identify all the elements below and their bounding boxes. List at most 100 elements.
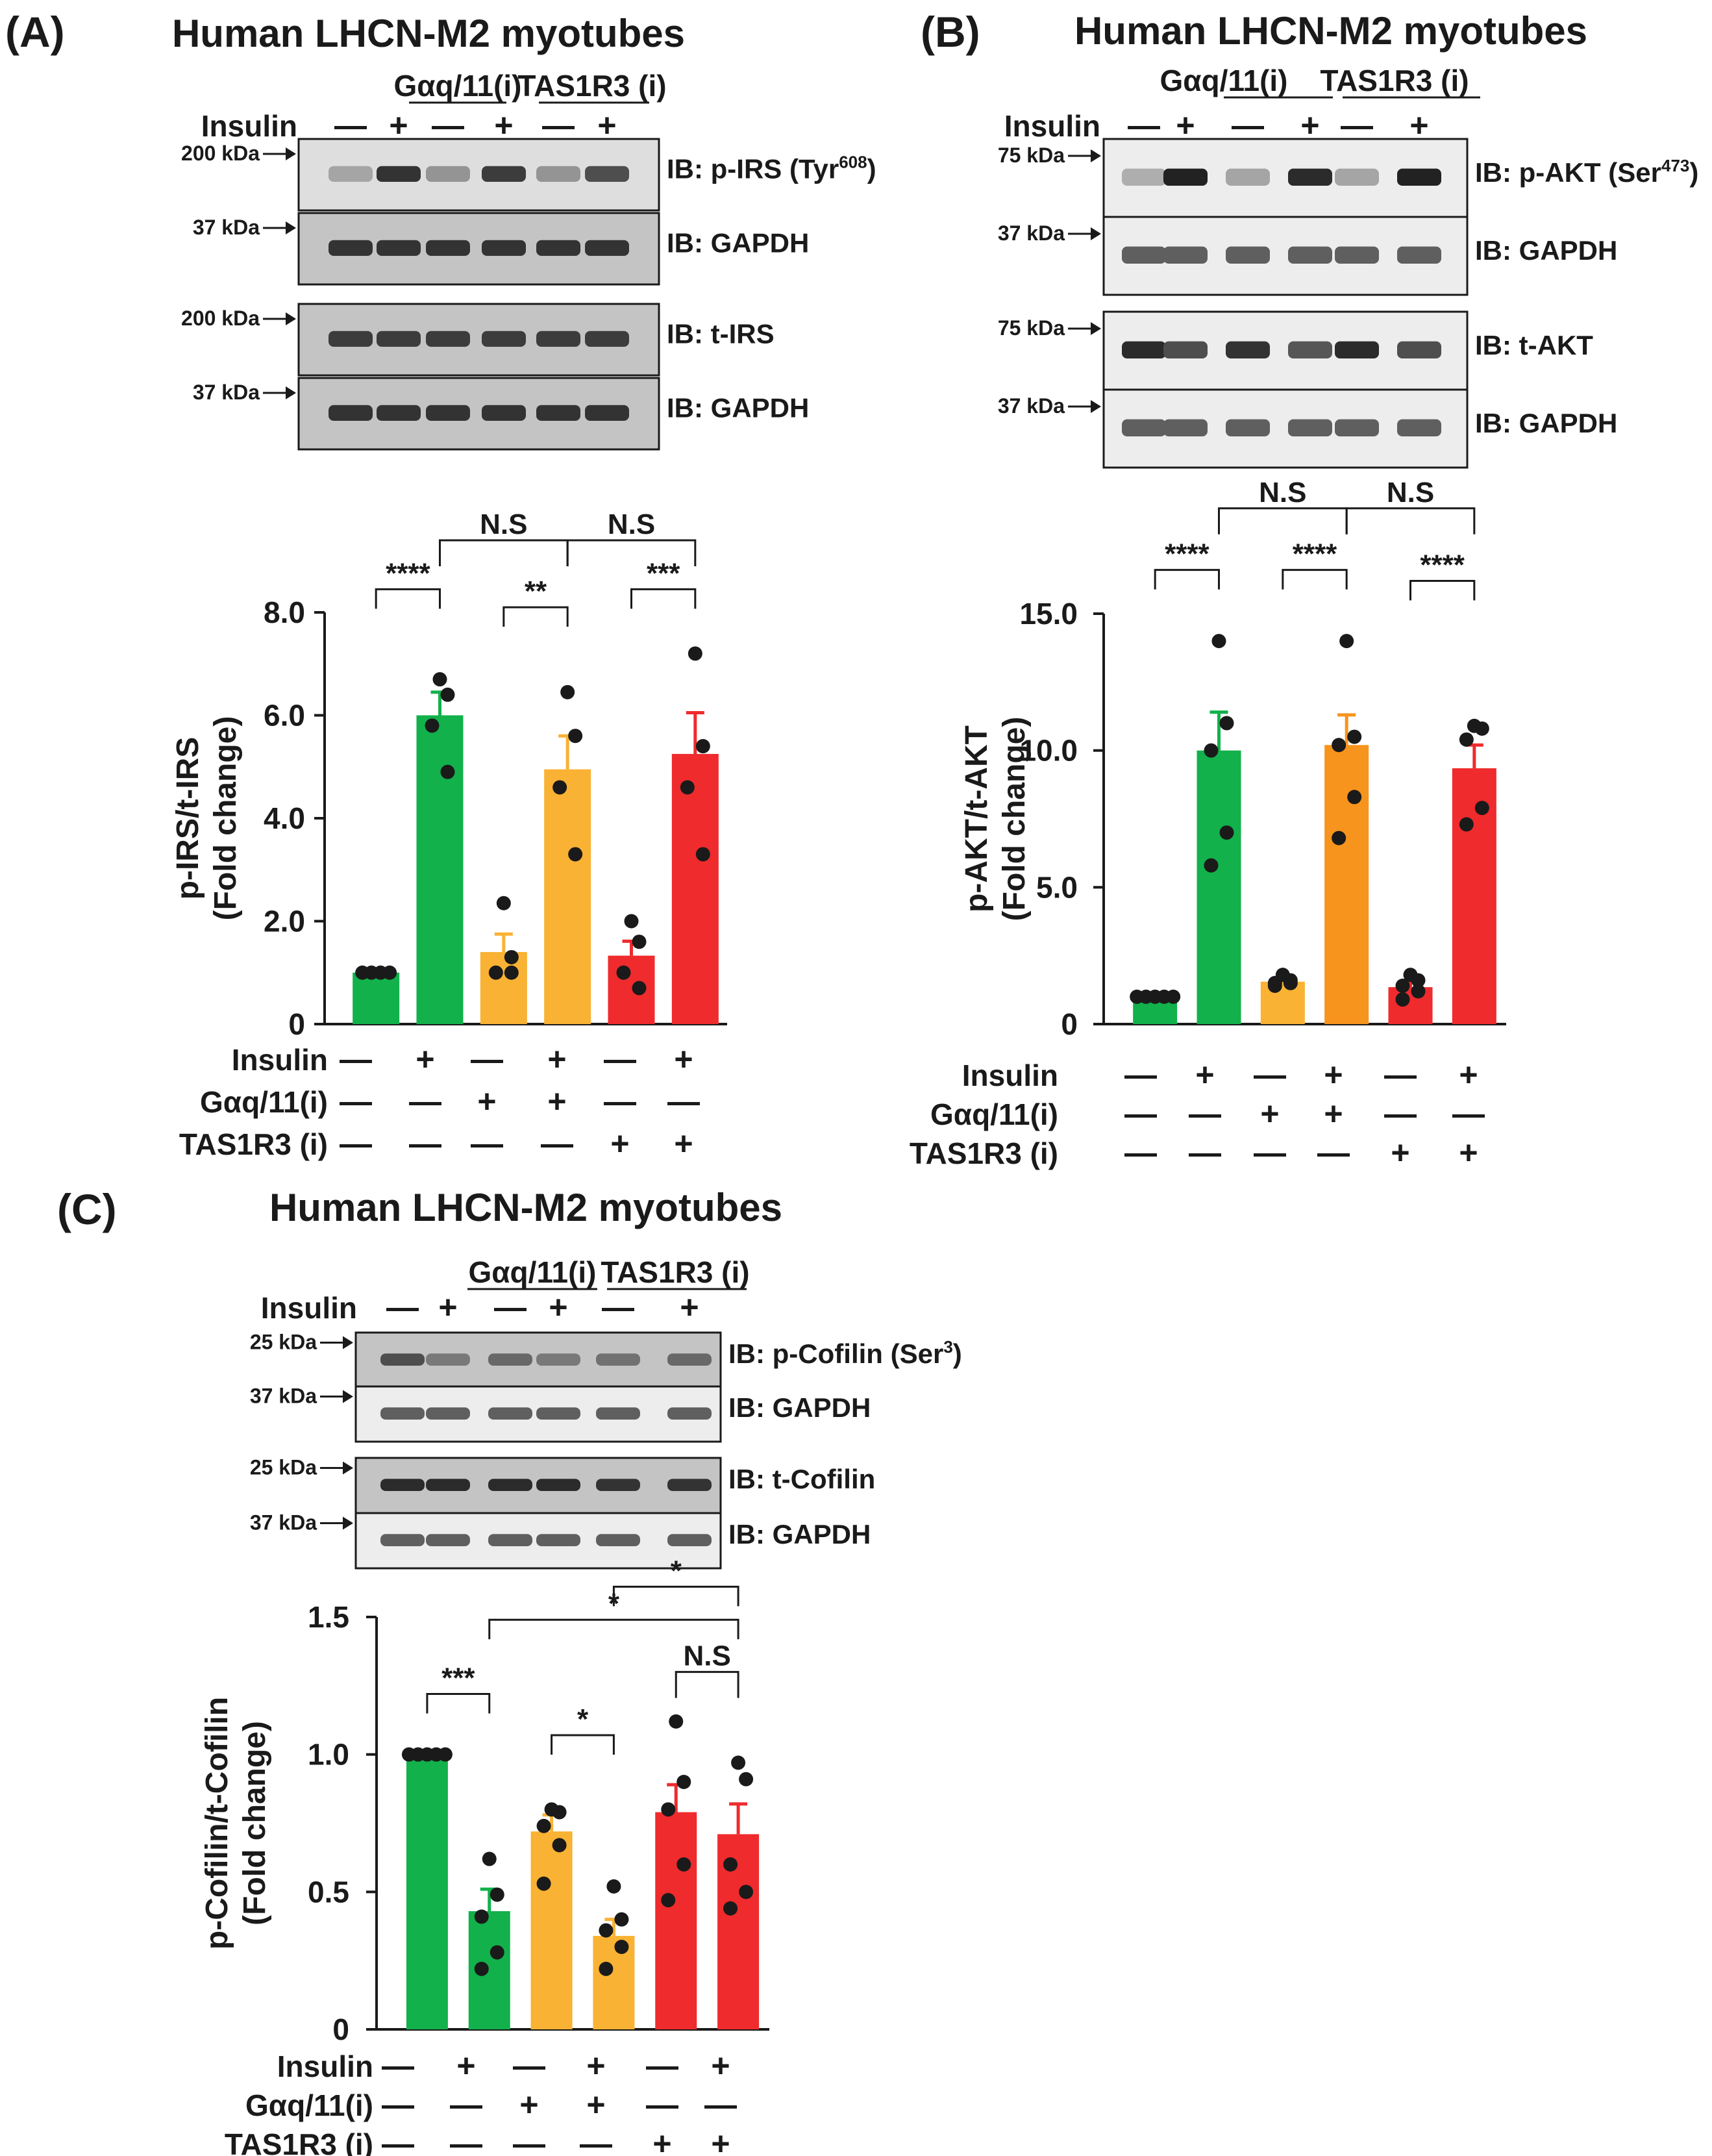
blot-band <box>1397 168 1441 186</box>
ib-label: IB: GAPDH <box>667 393 809 423</box>
treatment-sign: + <box>1391 1134 1409 1171</box>
treatment-sign: + <box>547 1083 566 1120</box>
data-point <box>606 1879 621 1894</box>
blot-band <box>1226 341 1270 358</box>
data-point <box>614 1940 629 1954</box>
ib-label: IB: GAPDH <box>728 1392 871 1423</box>
bar <box>1388 987 1433 1024</box>
y-tick-label: 1.0 <box>308 1738 349 1772</box>
treatment-sign: + <box>477 1083 496 1120</box>
blot-band <box>426 1479 470 1491</box>
data-point <box>490 1945 504 1960</box>
significance-label: **** <box>1420 549 1465 581</box>
blot-band <box>380 1407 425 1420</box>
blot-band <box>1397 246 1441 264</box>
blot-band <box>667 1534 712 1546</box>
blot-band <box>1397 419 1441 436</box>
blot-band <box>667 1407 712 1420</box>
data-point <box>1332 738 1346 753</box>
significance-label: N.S <box>1387 477 1434 508</box>
treatment-sign: — <box>1317 1134 1350 1171</box>
chart-a: 02.04.06.08.0p-IRS/t-IRS (Fold change)***… <box>171 508 727 1162</box>
blot-band <box>1163 168 1208 186</box>
blot-lane-sign: — <box>432 107 464 144</box>
y-tick-label: 4.0 <box>264 801 305 835</box>
chart-c: 0 0.5 1.0 1.5 p-Cofilin/t-Cofilin (Fold chang… <box>200 1555 769 2156</box>
blot-lane-sign: — <box>494 1289 527 1325</box>
treatment-sign: — <box>1189 1134 1221 1171</box>
chart-b: 0 5.0 10.0 15.0 p-AKT/t-AKT (Fold change) ****… <box>910 477 1506 1171</box>
treatment-sign: + <box>1195 1057 1214 1093</box>
blot-band <box>329 166 373 182</box>
treatment-row-label: Gαq/11(i) <box>930 1097 1058 1131</box>
kda-marker: 200 kDa <box>181 307 260 330</box>
ib-label: IB: p-IRS (Tyr608) <box>667 153 876 184</box>
blot-lane-sign: + <box>597 107 616 144</box>
y-tick-label: 2.0 <box>264 905 305 938</box>
group-header: TAS1R3 (i) <box>517 69 666 103</box>
kda-marker: 37 kDa <box>193 216 260 239</box>
bar <box>593 1936 635 2029</box>
blot-lane-sign: + <box>1176 107 1195 144</box>
treatment-sign: — <box>450 2125 482 2156</box>
kda-marker: 75 kDa <box>998 316 1065 340</box>
treatment-sign: + <box>1459 1134 1478 1171</box>
blot-band <box>377 240 421 256</box>
blot-band <box>482 240 526 256</box>
significance-label: ** <box>525 575 547 607</box>
treatment-sign: + <box>1260 1096 1279 1132</box>
blot-band <box>667 1353 712 1366</box>
panel-title: Human LHCN-M2 myotubes <box>269 1186 782 1229</box>
data-point <box>695 739 710 754</box>
blot-band <box>585 331 629 347</box>
blot-band <box>426 166 470 182</box>
blot-band <box>1163 341 1208 358</box>
blot-band <box>1335 341 1379 358</box>
y-tick-label: 6.0 <box>264 699 305 733</box>
group-header: Gαq/11(i) <box>469 1255 597 1289</box>
blot-band <box>1288 419 1332 436</box>
treatment-sign: — <box>1384 1096 1417 1132</box>
significance-bracket <box>1409 579 1476 601</box>
treatment-sign: — <box>471 1125 503 1162</box>
significance-label: **** <box>1165 538 1210 570</box>
blot-lane-sign: + <box>1409 107 1428 144</box>
blot-band <box>329 240 373 256</box>
kda-marker: 75 kDa <box>998 144 1065 167</box>
y-tick-label: 0 <box>1061 1007 1078 1041</box>
data-point <box>688 646 702 661</box>
data-point <box>560 684 575 699</box>
blot-band <box>426 1353 470 1366</box>
data-point <box>1332 831 1346 846</box>
significance-label: N.S <box>683 1640 730 1672</box>
data-point <box>614 1912 629 1927</box>
marker-arrow-head <box>1091 149 1101 162</box>
blot-band <box>1335 246 1379 264</box>
blot-lane-sign: — <box>1341 107 1373 144</box>
significance-label: N.S <box>1259 477 1306 508</box>
blot-lane-sign: — <box>1232 107 1264 144</box>
data-point <box>676 1857 691 1872</box>
marker-arrow-head <box>1091 322 1101 335</box>
y-axis-label: p-Cofilin/t-Cofilin <box>200 1697 234 1949</box>
blot-band <box>380 1353 425 1366</box>
group-header: Gαq/11(i) <box>1160 64 1288 97</box>
data-point <box>488 965 503 980</box>
significance-bracket <box>612 1585 739 1607</box>
treatment-row-label: Insulin <box>232 1043 328 1077</box>
significance-bracket <box>1154 569 1220 590</box>
treatment-sign: — <box>409 1083 441 1120</box>
data-point <box>482 1851 497 1866</box>
bar <box>1260 981 1305 1024</box>
ib-label: IB: t-Cofilin <box>728 1464 875 1494</box>
y-tick-label: 0.5 <box>308 1875 349 1909</box>
data-point <box>632 981 647 996</box>
treatment-sign: + <box>519 2087 538 2123</box>
data-point <box>632 934 647 949</box>
blot-band <box>1288 246 1332 264</box>
data-point <box>680 780 695 795</box>
significance-label: **** <box>386 557 430 589</box>
treatment-sign: — <box>1189 1096 1221 1132</box>
significance-label: N.S <box>480 508 527 540</box>
bar <box>416 715 464 1024</box>
